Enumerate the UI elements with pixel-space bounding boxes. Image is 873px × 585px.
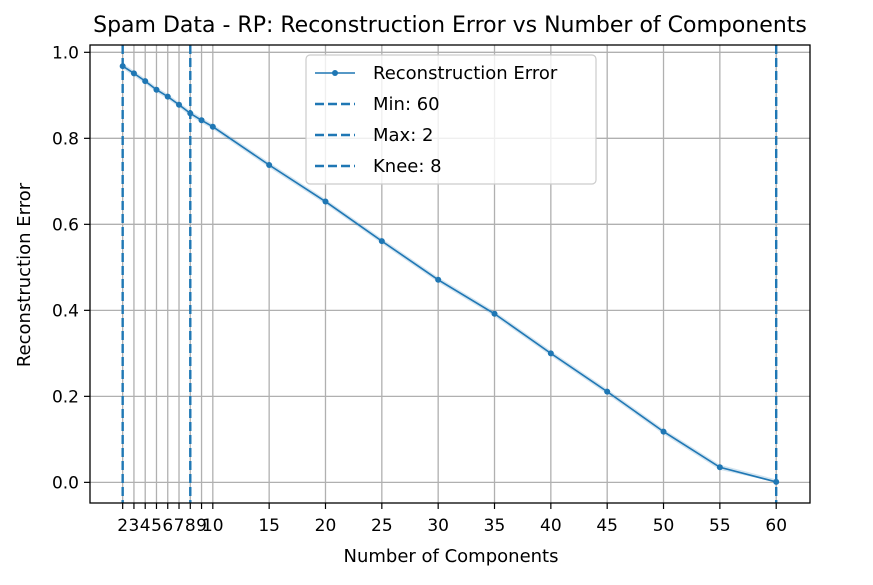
legend-marker <box>332 70 338 76</box>
data-point <box>716 464 723 471</box>
data-point <box>266 161 273 168</box>
data-point <box>198 117 205 124</box>
x-tick-label: 9 <box>196 516 207 536</box>
data-point <box>130 70 137 77</box>
data-point <box>435 276 442 283</box>
x-tick-label: 3 <box>129 516 140 536</box>
x-tick-label: 8 <box>185 516 196 536</box>
data-point <box>378 238 385 245</box>
data-point <box>153 86 160 93</box>
data-point <box>322 198 329 205</box>
x-tick-label: 45 <box>596 516 618 536</box>
x-tick-label: 20 <box>315 516 337 536</box>
legend-label: Min: 60 <box>373 94 440 115</box>
y-tick-label: 0.8 <box>52 129 79 149</box>
x-tick-label: 4 <box>140 516 151 536</box>
axis-ticks: 2 3 4 5 6 7 8 910 15 20 25 30 35 40 45 50 55 600.00.20.40… <box>52 43 787 536</box>
x-tick-label: 5 <box>151 516 162 536</box>
legend-label: Knee: 8 <box>373 156 442 177</box>
x-tick-label: 60 <box>765 516 787 536</box>
x-tick-label: 50 <box>653 516 675 536</box>
data-point <box>604 388 611 395</box>
y-tick-label: 0.6 <box>52 215 79 235</box>
x-tick-label: 10 <box>202 516 224 536</box>
data-point <box>142 78 149 85</box>
y-tick-label: 0.0 <box>52 473 79 493</box>
plot-frame <box>89 44 811 504</box>
legend-box <box>305 54 597 185</box>
x-tick-label: 25 <box>371 516 393 536</box>
data-point <box>176 101 183 108</box>
data-point <box>119 63 126 70</box>
x-axis-label: Number of Components <box>344 546 559 567</box>
legend: Reconstruction Error Min: 60 Max: 2 Knee: 8 <box>305 54 597 185</box>
series <box>119 63 780 485</box>
y-tick-label: 1.0 <box>52 43 79 63</box>
y-tick-label: 0.2 <box>52 387 79 407</box>
data-point <box>187 110 194 117</box>
chart-title: Spam Data - RP: Reconstruction Error vs … <box>93 13 807 38</box>
x-tick-label: 30 <box>427 516 449 536</box>
data-point <box>209 123 216 130</box>
y-tick-label: 0.4 <box>52 301 79 321</box>
x-tick-label: 15 <box>258 516 280 536</box>
legend-label: Max: 2 <box>373 125 433 146</box>
x-tick-label: 35 <box>484 516 506 536</box>
legend-label: Reconstruction Error <box>373 63 558 84</box>
x-tick-label: 7 <box>174 516 185 536</box>
y-axis-label: Reconstruction Error <box>14 182 35 367</box>
x-tick-label: 40 <box>540 516 562 536</box>
reference-lines <box>121 45 778 503</box>
data-point <box>491 310 498 317</box>
data-point <box>164 93 171 100</box>
data-point <box>773 478 780 485</box>
data-point <box>660 428 667 435</box>
x-tick-label: 6 <box>162 516 173 536</box>
x-tick-label: 2 <box>117 516 128 536</box>
x-tick-label: 55 <box>709 516 731 536</box>
data-point <box>547 350 554 357</box>
